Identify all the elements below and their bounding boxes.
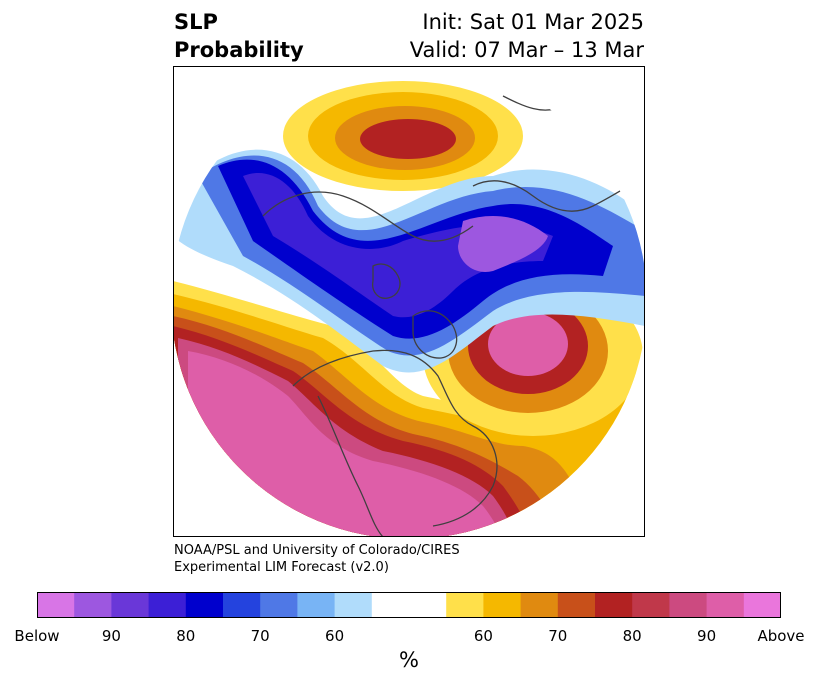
colorbar-cell (111, 592, 150, 618)
credit-line1: NOAA/PSL and University of Colorado/CIRE… (174, 543, 460, 558)
colorbar-tick-label: Below (14, 627, 60, 645)
colorbar-cell (297, 592, 336, 618)
colorbar-cell (74, 592, 112, 618)
colorbar-cell (148, 592, 187, 618)
probability-field (173, 66, 645, 537)
map-title-variable: SLP Probability (174, 8, 304, 64)
above-region-siberia-90 (360, 119, 456, 159)
valid-dates: Valid: 07 Mar – 13 Mar (409, 38, 644, 62)
colorbar-cell (334, 592, 373, 618)
colorbar-tick-label: 80 (176, 627, 196, 645)
colorbar-cell (260, 592, 298, 618)
title-variable-line1: SLP (174, 10, 218, 34)
colorbar-tick-label: 70 (548, 627, 568, 645)
colorbar (37, 592, 781, 618)
colorbar-tick-label: 90 (101, 627, 121, 645)
above-region-pacific-99 (188, 351, 501, 537)
colorbar-cell (409, 592, 447, 618)
init-date: Init: Sat 01 Mar 2025 (422, 10, 644, 34)
above-region-atlantic-99 (488, 312, 568, 376)
colorbar-unit: % (399, 648, 419, 672)
colorbar-cell (446, 592, 484, 618)
map-title-dates: Init: Sat 01 Mar 2025 Valid: 07 Mar – 13… (410, 8, 644, 64)
colorbar-cell (632, 592, 670, 618)
colorbar-cell (185, 592, 224, 618)
below-region-arctic-90 (458, 216, 548, 272)
credit-line2: Experimental LIM Forecast (v2.0) (174, 560, 389, 575)
colorbar-cell (520, 592, 559, 618)
colorbar-cell (595, 592, 633, 618)
below-region-arctic-80 (243, 172, 553, 318)
colorbar-tick-label: 80 (622, 627, 642, 645)
colorbar-cell (483, 592, 522, 618)
colorbar-tick-label: 60 (325, 627, 345, 645)
title-variable-line2: Probability (174, 38, 304, 62)
colorbar-cell (706, 592, 745, 618)
colorbar-cell (371, 592, 410, 618)
colorbar-cell (669, 592, 708, 618)
colorbar-cell (743, 592, 781, 618)
colorbar-tick-label: 60 (473, 627, 493, 645)
map-frame (173, 66, 645, 537)
colorbar-tick-label: 70 (250, 627, 270, 645)
colorbar-cell (557, 592, 596, 618)
colorbar-tick-label: Above (757, 627, 805, 645)
polar-map (173, 66, 645, 537)
colorbar-cell (223, 592, 261, 618)
credit-text: NOAA/PSL and University of Colorado/CIRE… (174, 542, 460, 576)
colorbar-tick-label: 90 (697, 627, 717, 645)
colorbar-cell (37, 592, 75, 618)
colorbar-frame (37, 592, 781, 618)
colorbar-cells (37, 592, 781, 618)
